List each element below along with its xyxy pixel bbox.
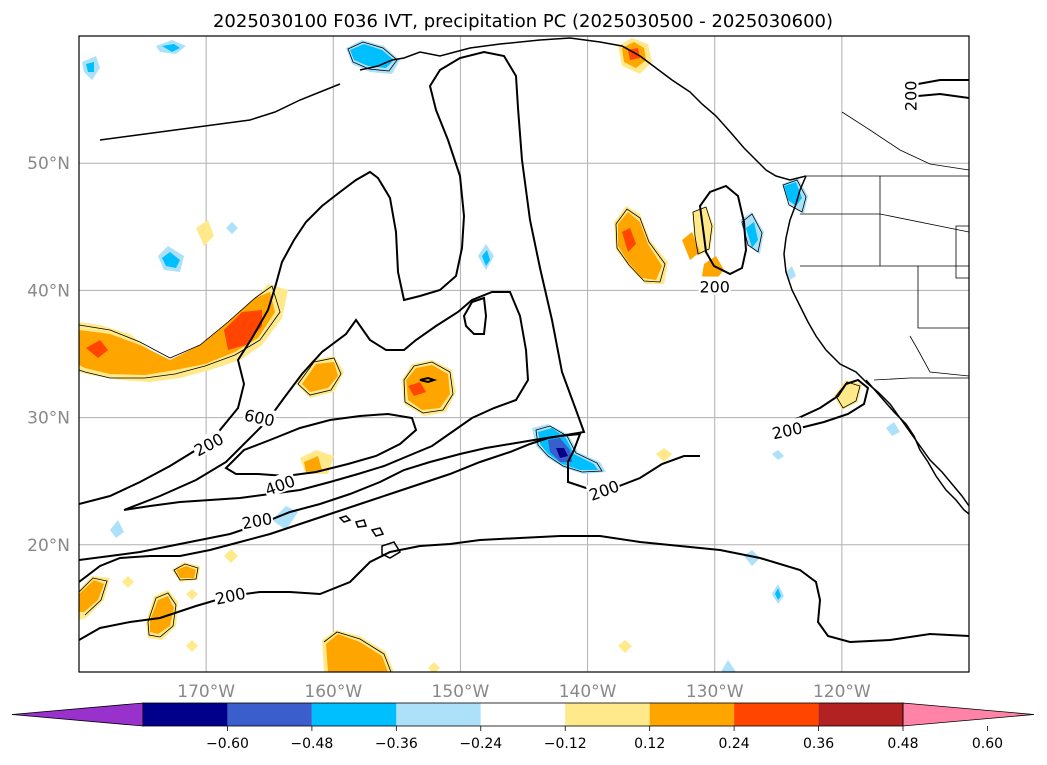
precip-positive-region [302,362,338,392]
colorbar-segment [227,703,312,726]
precip-negative-region [556,448,568,458]
coastlines [99,37,969,559]
contour-label-background [261,470,298,499]
colorbar-tick-label: −0.48 [290,736,333,752]
precip-positive-region [326,634,388,672]
colorbar-segment [565,703,650,726]
colorbar-segment [311,703,397,726]
precip-positive-region [186,640,198,652]
colorbar-tick-label: −0.36 [375,736,418,752]
colorbar-extend-min [11,702,144,727]
latitude-labels: 50°N 40°N 30°N 20°N [27,154,70,556]
precip-positive-region [224,549,238,563]
precip-positive-region [79,292,275,375]
precip-negative-region [86,62,94,72]
precip-negative-region [746,222,758,248]
colorbar-tick-label: 0.12 [634,736,665,752]
precip-positive-region [150,596,174,634]
longitude-label: 160°W [304,682,362,702]
precip-negative-region [162,252,180,268]
colorbar-tick-label: −0.60 [206,736,249,752]
colorbar-tick-label: −0.12 [544,736,587,752]
precip-positive-region [622,228,636,252]
figure-title: 2025030100 F036 IVT, precipitation PC (2… [213,11,833,32]
longitude-label: 130°W [686,682,744,702]
precip-negative-region [110,520,124,538]
precip-positive-region [122,576,134,588]
precip-positive-region [186,589,198,600]
colorbar-segment [480,703,566,726]
colorbar-segment [396,703,481,726]
precip-positive-region [224,310,262,350]
latitude-label: 40°N [27,281,70,301]
precip-negative-region [722,660,736,672]
precip-positive-region [428,662,440,672]
contour-label: 200 [902,81,921,112]
precip-positive-region [834,380,862,410]
precip-negative-region [162,44,180,52]
contour-label: 200 [699,278,730,297]
latitude-label: 30°N [27,409,70,429]
precip-positive-region [196,220,214,246]
colorbar-tick-label: 0.60 [972,736,1003,752]
precip-positive-region [304,456,322,472]
political-borders [800,111,969,381]
colorbar-tick-label: 0.24 [719,736,750,752]
colorbar-tick-label: −0.24 [459,736,502,752]
contour-label-background [212,582,248,607]
precip-positive-region [656,448,672,462]
map-frame [78,35,970,673]
colorbar: −0.60 −0.48 −0.36 −0.24 −0.12 0.12 0.24 0.36 0.4… [11,702,1035,752]
contour-label-background [900,79,919,112]
colorbar-segment [734,703,819,726]
precip-positive-region [79,580,104,612]
colorbar-segment [649,703,735,726]
precip-negative-region [786,266,796,280]
colorbar-extend-max [902,702,1035,727]
precip-positive-region [176,566,196,578]
colorbar-tick-label: 0.36 [803,736,834,752]
colorbar-tick-label: 0.48 [887,736,918,752]
contour-label-background [769,417,805,442]
longitude-label: 170°W [177,682,235,702]
latitude-label: 20°N [27,536,70,556]
precip-positive-region [618,640,632,653]
colorbar-segment [818,703,903,726]
longitude-label: 150°W [432,682,490,702]
precip-positive-region [408,382,426,396]
longitude-label: 140°W [559,682,617,702]
precip-pc-fill [79,38,900,672]
contour-label-background [239,508,275,532]
colorbar-segment [143,703,228,726]
contour-label-background [189,427,227,459]
precip-negative-region [226,222,238,234]
latitude-label: 50°N [27,154,70,174]
precip-positive-region [86,340,108,358]
contour-label-background [698,276,731,295]
colorbar-outline [142,702,904,727]
contour-label-background [585,475,622,504]
longitude-label: 120°W [813,682,871,702]
precip-positive-region [682,232,700,260]
longitude-labels: 170°W 160°W 150°W 140°W 130°W 120°W [177,682,871,702]
precip-negative-region [482,250,490,266]
precip-negative-region [772,450,784,460]
precip-negative-region [886,422,900,436]
precip-pc-outlines [79,41,861,672]
contour-label-background [242,404,278,429]
precip-negative-region [350,44,394,68]
precip-negative-region [775,588,781,600]
precip-positive-region [406,365,450,410]
precip-negative-region [744,550,760,566]
